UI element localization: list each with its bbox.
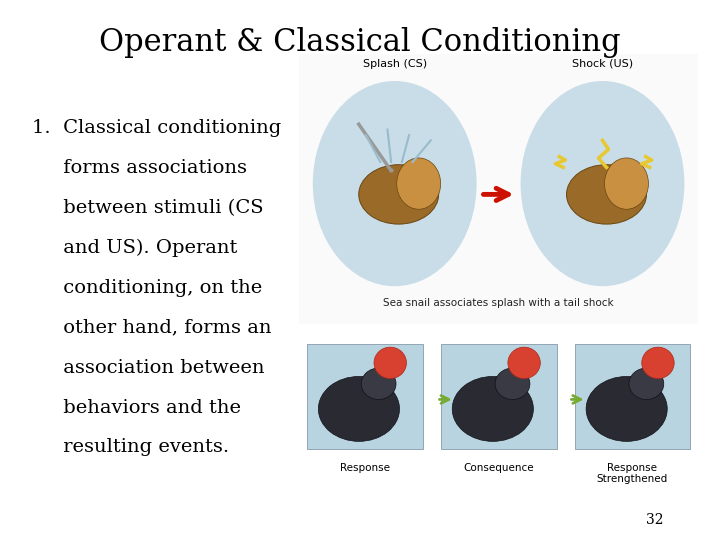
Ellipse shape <box>397 158 441 209</box>
Text: and US). Operant: and US). Operant <box>32 239 238 257</box>
Bar <box>307 344 423 449</box>
Text: 1.  Classical conditioning: 1. Classical conditioning <box>32 119 282 137</box>
Text: Sea snail associates splash with a tail shock: Sea snail associates splash with a tail … <box>383 298 614 308</box>
Ellipse shape <box>508 347 540 379</box>
Ellipse shape <box>312 81 477 286</box>
Ellipse shape <box>586 376 667 441</box>
Bar <box>299 54 698 324</box>
Text: Response: Response <box>340 463 390 472</box>
Ellipse shape <box>629 368 664 400</box>
Bar <box>441 344 557 449</box>
Ellipse shape <box>361 368 396 400</box>
Text: other hand, forms an: other hand, forms an <box>32 319 272 336</box>
Text: behaviors and the: behaviors and the <box>32 399 241 416</box>
Text: Shock (US): Shock (US) <box>572 59 633 69</box>
Text: resulting events.: resulting events. <box>32 438 230 456</box>
Ellipse shape <box>318 376 400 441</box>
Text: conditioning, on the: conditioning, on the <box>32 279 263 296</box>
Ellipse shape <box>567 165 647 224</box>
Ellipse shape <box>642 347 674 379</box>
Ellipse shape <box>495 368 530 400</box>
Text: between stimuli (CS: between stimuli (CS <box>32 199 264 217</box>
Ellipse shape <box>359 165 438 224</box>
Ellipse shape <box>374 347 407 379</box>
Text: Operant & Classical Conditioning: Operant & Classical Conditioning <box>99 27 621 58</box>
Ellipse shape <box>521 81 685 286</box>
Text: 32: 32 <box>647 512 664 526</box>
Ellipse shape <box>605 158 649 209</box>
Text: association between: association between <box>32 359 265 376</box>
Bar <box>575 344 690 449</box>
Text: forms associations: forms associations <box>32 159 248 177</box>
Text: Consequence: Consequence <box>463 463 534 472</box>
Text: Response
Strengthened: Response Strengthened <box>597 463 668 484</box>
Text: Splash (CS): Splash (CS) <box>363 59 427 69</box>
Ellipse shape <box>452 376 534 441</box>
